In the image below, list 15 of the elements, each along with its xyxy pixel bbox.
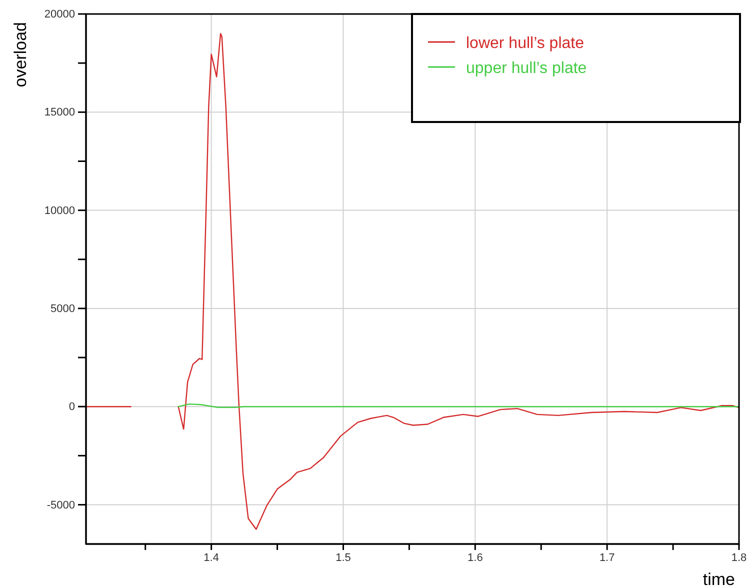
x-tick-label: 1.6 — [468, 552, 483, 564]
y-axis-title: overload — [11, 22, 30, 88]
x-tick-label: 1.4 — [204, 552, 219, 564]
y-tick-label: 5000 — [50, 302, 75, 315]
y-tick-label: 15000 — [44, 106, 75, 119]
x-tick-label: 1.5 — [336, 552, 351, 564]
y-tick-label: 0 — [68, 401, 75, 414]
y-tick-label: 10000 — [44, 204, 75, 217]
y-tick-label: -5000 — [46, 499, 75, 512]
legend-label: upper hull’s plate — [466, 60, 587, 77]
x-axis-title: time — [702, 570, 735, 587]
legend-label: lower hull’s plate — [466, 35, 584, 52]
y-tick-label: 20000 — [44, 8, 75, 21]
x-tick-label: 1.7 — [599, 552, 615, 564]
x-tick-label: 1.8 — [731, 552, 747, 564]
